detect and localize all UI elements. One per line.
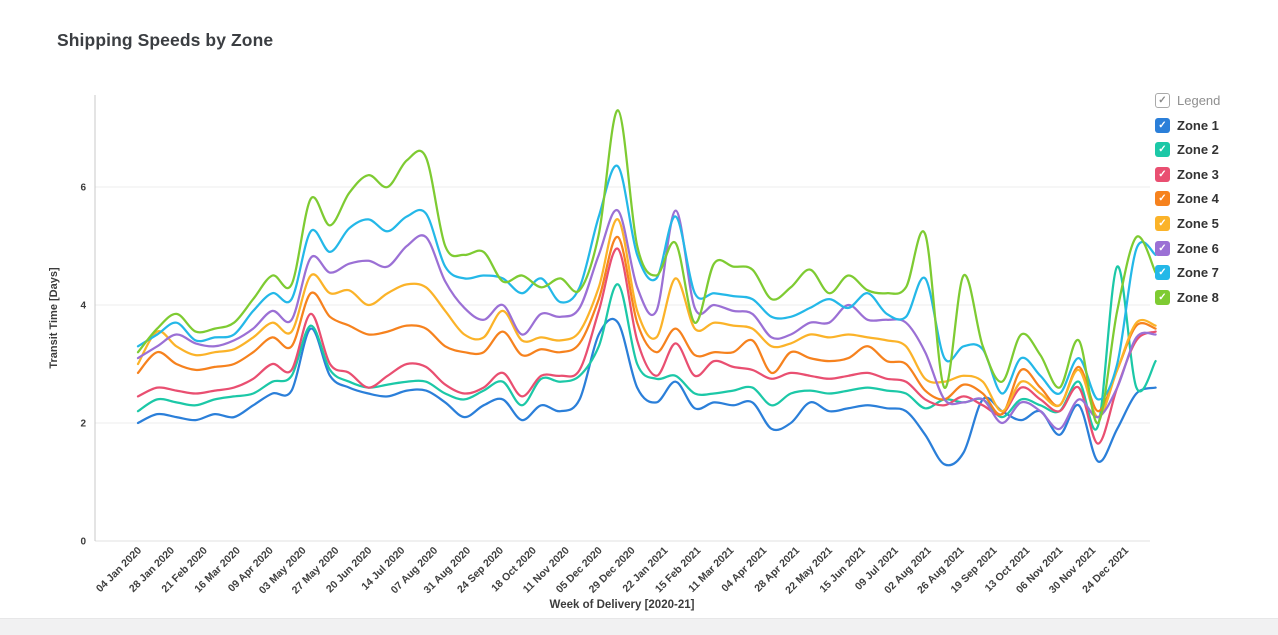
legend-item-zone-7[interactable]: ✓ Zone 7 [1155,264,1275,281]
series-line-zone-6[interactable] [136,209,1157,431]
series-line-zone-8[interactable] [136,109,1157,425]
legend-item-label: Zone 7 [1177,265,1219,281]
y-tick-label: 2 [80,419,86,430]
legend-item-label: Zone 2 [1177,142,1219,158]
y-tick-label: 0 [80,537,86,548]
legend-item-label: Zone 6 [1177,240,1219,256]
legend-checkbox[interactable]: ✓ [1155,142,1170,158]
legend-checkbox[interactable]: ✓ [1155,240,1170,256]
legend-item-zone-4[interactable]: ✓ Zone 4 [1155,190,1275,207]
series-line-zone-1[interactable] [136,317,1157,467]
legend-header[interactable]: ✓ Legend [1155,92,1275,109]
bottom-band [0,618,1278,635]
legend-checkbox[interactable]: ✓ [1155,166,1170,182]
legend-checkbox[interactable]: ✓ [1155,191,1170,207]
legend-item-label: Zone 5 [1177,215,1219,231]
legend-panel: ✓ Legend ✓ Zone 1 ✓ Zone 2 ✓ Zone 3 ✓ Zone 4 ✓ Zo… [1155,92,1275,313]
legend-item-zone-8[interactable]: ✓ Zone 8 [1155,289,1275,306]
legend-master-checkbox[interactable]: ✓ [1155,93,1170,108]
legend-item-zone-5[interactable]: ✓ Zone 5 [1155,215,1275,232]
legend-checkbox[interactable]: ✓ [1155,265,1170,281]
legend-item-zone-2[interactable]: ✓ Zone 2 [1155,141,1275,158]
legend-item-zone-3[interactable]: ✓ Zone 3 [1155,166,1275,183]
y-axis-title: Transit Time [Days] [48,267,60,369]
legend-header-label: Legend [1177,93,1221,108]
legend-item-label: Zone 1 [1177,117,1219,133]
legend-item-label: Zone 3 [1177,166,1219,182]
legend-checkbox[interactable]: ✓ [1155,117,1170,133]
chart-title: Shipping Speeds by Zone [57,30,274,50]
legend-item-zone-1[interactable]: ✓ Zone 1 [1155,117,1275,134]
series-line-zone-5[interactable] [136,218,1157,419]
series-line-zone-2[interactable] [136,265,1157,431]
legend-item-label: Zone 8 [1177,289,1219,305]
x-axis-title: Week of Delivery [2020-21] [550,599,695,611]
y-tick-label: 4 [80,301,86,312]
legend-item-label: Zone 4 [1177,191,1219,207]
legend-checkbox[interactable]: ✓ [1155,289,1170,305]
series-line-zone-4[interactable] [136,235,1157,416]
legend-item-zone-6[interactable]: ✓ Zone 6 [1155,240,1275,257]
y-tick-label: 6 [80,183,86,194]
legend-checkbox[interactable]: ✓ [1155,215,1170,231]
series-line-zone-3[interactable] [136,247,1157,445]
